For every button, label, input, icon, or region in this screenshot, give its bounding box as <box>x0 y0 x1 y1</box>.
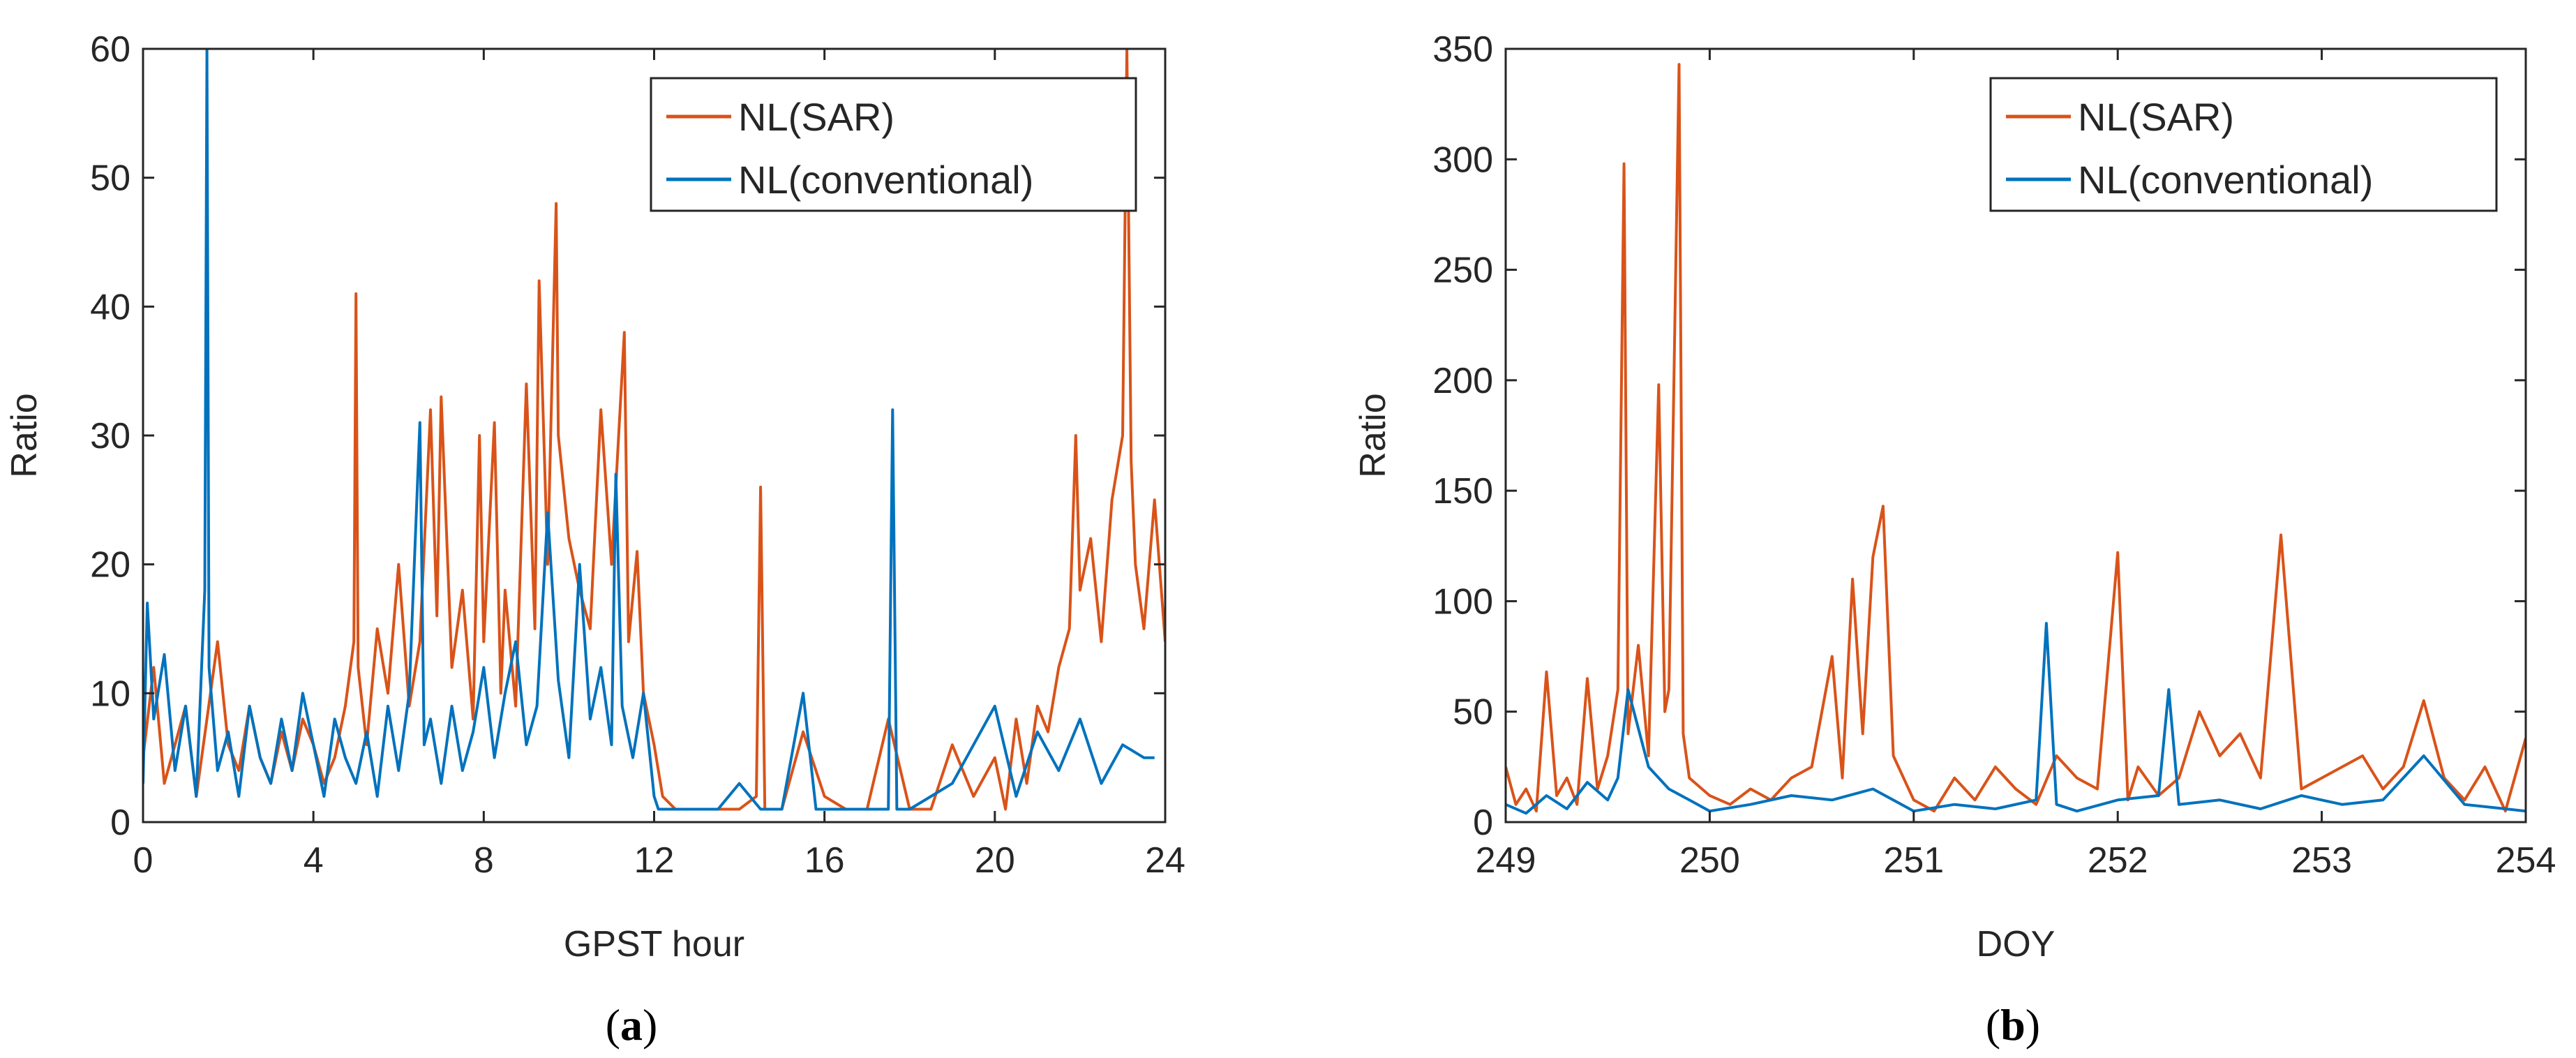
y-tick-label-a-2: 20 <box>90 545 130 586</box>
y-tick-label-b-3: 150 <box>1432 471 1493 512</box>
x-tick-label-b-3: 252 <box>2088 840 2148 881</box>
x-tick-label-a-5: 20 <box>975 840 1015 881</box>
y-tick-label-a-6: 60 <box>90 29 130 70</box>
chart-panel-a: 0 4 8 12 16 20 24 0 10 20 30 40 50 60 GPST hour Ratio NL… <box>4 29 1185 1050</box>
y-tick-label-b-6: 300 <box>1432 140 1493 180</box>
x-tick-label-a-2: 8 <box>474 840 494 881</box>
x-tick-label-a-1: 4 <box>304 840 324 881</box>
legend-box-a <box>650 77 1137 212</box>
panel-caption-b: (b) <box>1986 1000 2040 1050</box>
y-tick-label-b-2: 100 <box>1432 581 1493 622</box>
y-tick-label-a-4: 40 <box>90 287 130 327</box>
panel-caption-a: (a) <box>606 1000 658 1050</box>
x-tick-label-b-0: 249 <box>1476 840 1536 881</box>
y-tick-label-b-4: 200 <box>1432 361 1493 401</box>
x-tick-label-b-5: 254 <box>2496 840 2556 881</box>
y-tick-label-a-1: 10 <box>90 673 130 714</box>
y-tick-label-a-5: 50 <box>90 158 130 199</box>
y-tick-label-a-3: 30 <box>90 416 130 456</box>
x-axis-label-b: DOY <box>1977 924 2055 964</box>
x-tick-label-a-4: 16 <box>804 840 845 881</box>
x-tick-label-b-2: 251 <box>1883 840 1944 881</box>
chart-panel-b: 249 250 251 252 253 254 0 50 100 150 200 250 300 350 D… <box>1353 29 2556 1050</box>
legend-a: NL(SAR) NL(conventional) <box>650 77 1137 212</box>
x-axis-label-a: GPST hour <box>564 924 744 964</box>
x-tick-label-b-4: 253 <box>2291 840 2352 881</box>
legend-label-a-1: NL(conventional) <box>738 158 1033 202</box>
legend-b: NL(SAR) NL(conventional) <box>1989 77 2498 212</box>
legend-box-b <box>1989 77 2498 212</box>
legend-label-b-1: NL(conventional) <box>2078 158 2373 202</box>
y-axis-label-b: Ratio <box>1353 393 1393 477</box>
axes-frame-top-b <box>1504 47 2527 824</box>
y-axis-label-a: Ratio <box>4 393 45 477</box>
x-tick-label-a-6: 24 <box>1145 840 1185 881</box>
y-tick-label-b-1: 50 <box>1453 692 1493 733</box>
x-tick-label-a-0: 0 <box>133 840 153 881</box>
legend-label-b-0: NL(SAR) <box>2078 95 2234 139</box>
y-tick-label-b-5: 250 <box>1432 251 1493 291</box>
legend-label-a-0: NL(SAR) <box>738 95 894 139</box>
x-tick-label-a-3: 12 <box>634 840 675 881</box>
x-tick-label-b-1: 250 <box>1679 840 1740 881</box>
series-line-b-conventional <box>1506 622 2526 815</box>
y-tick-label-a-0: 0 <box>110 803 130 843</box>
y-tick-label-b-0: 0 <box>1473 803 1493 843</box>
y-tick-label-b-7: 350 <box>1432 29 1493 70</box>
series-line-a-conventional <box>143 49 1155 811</box>
